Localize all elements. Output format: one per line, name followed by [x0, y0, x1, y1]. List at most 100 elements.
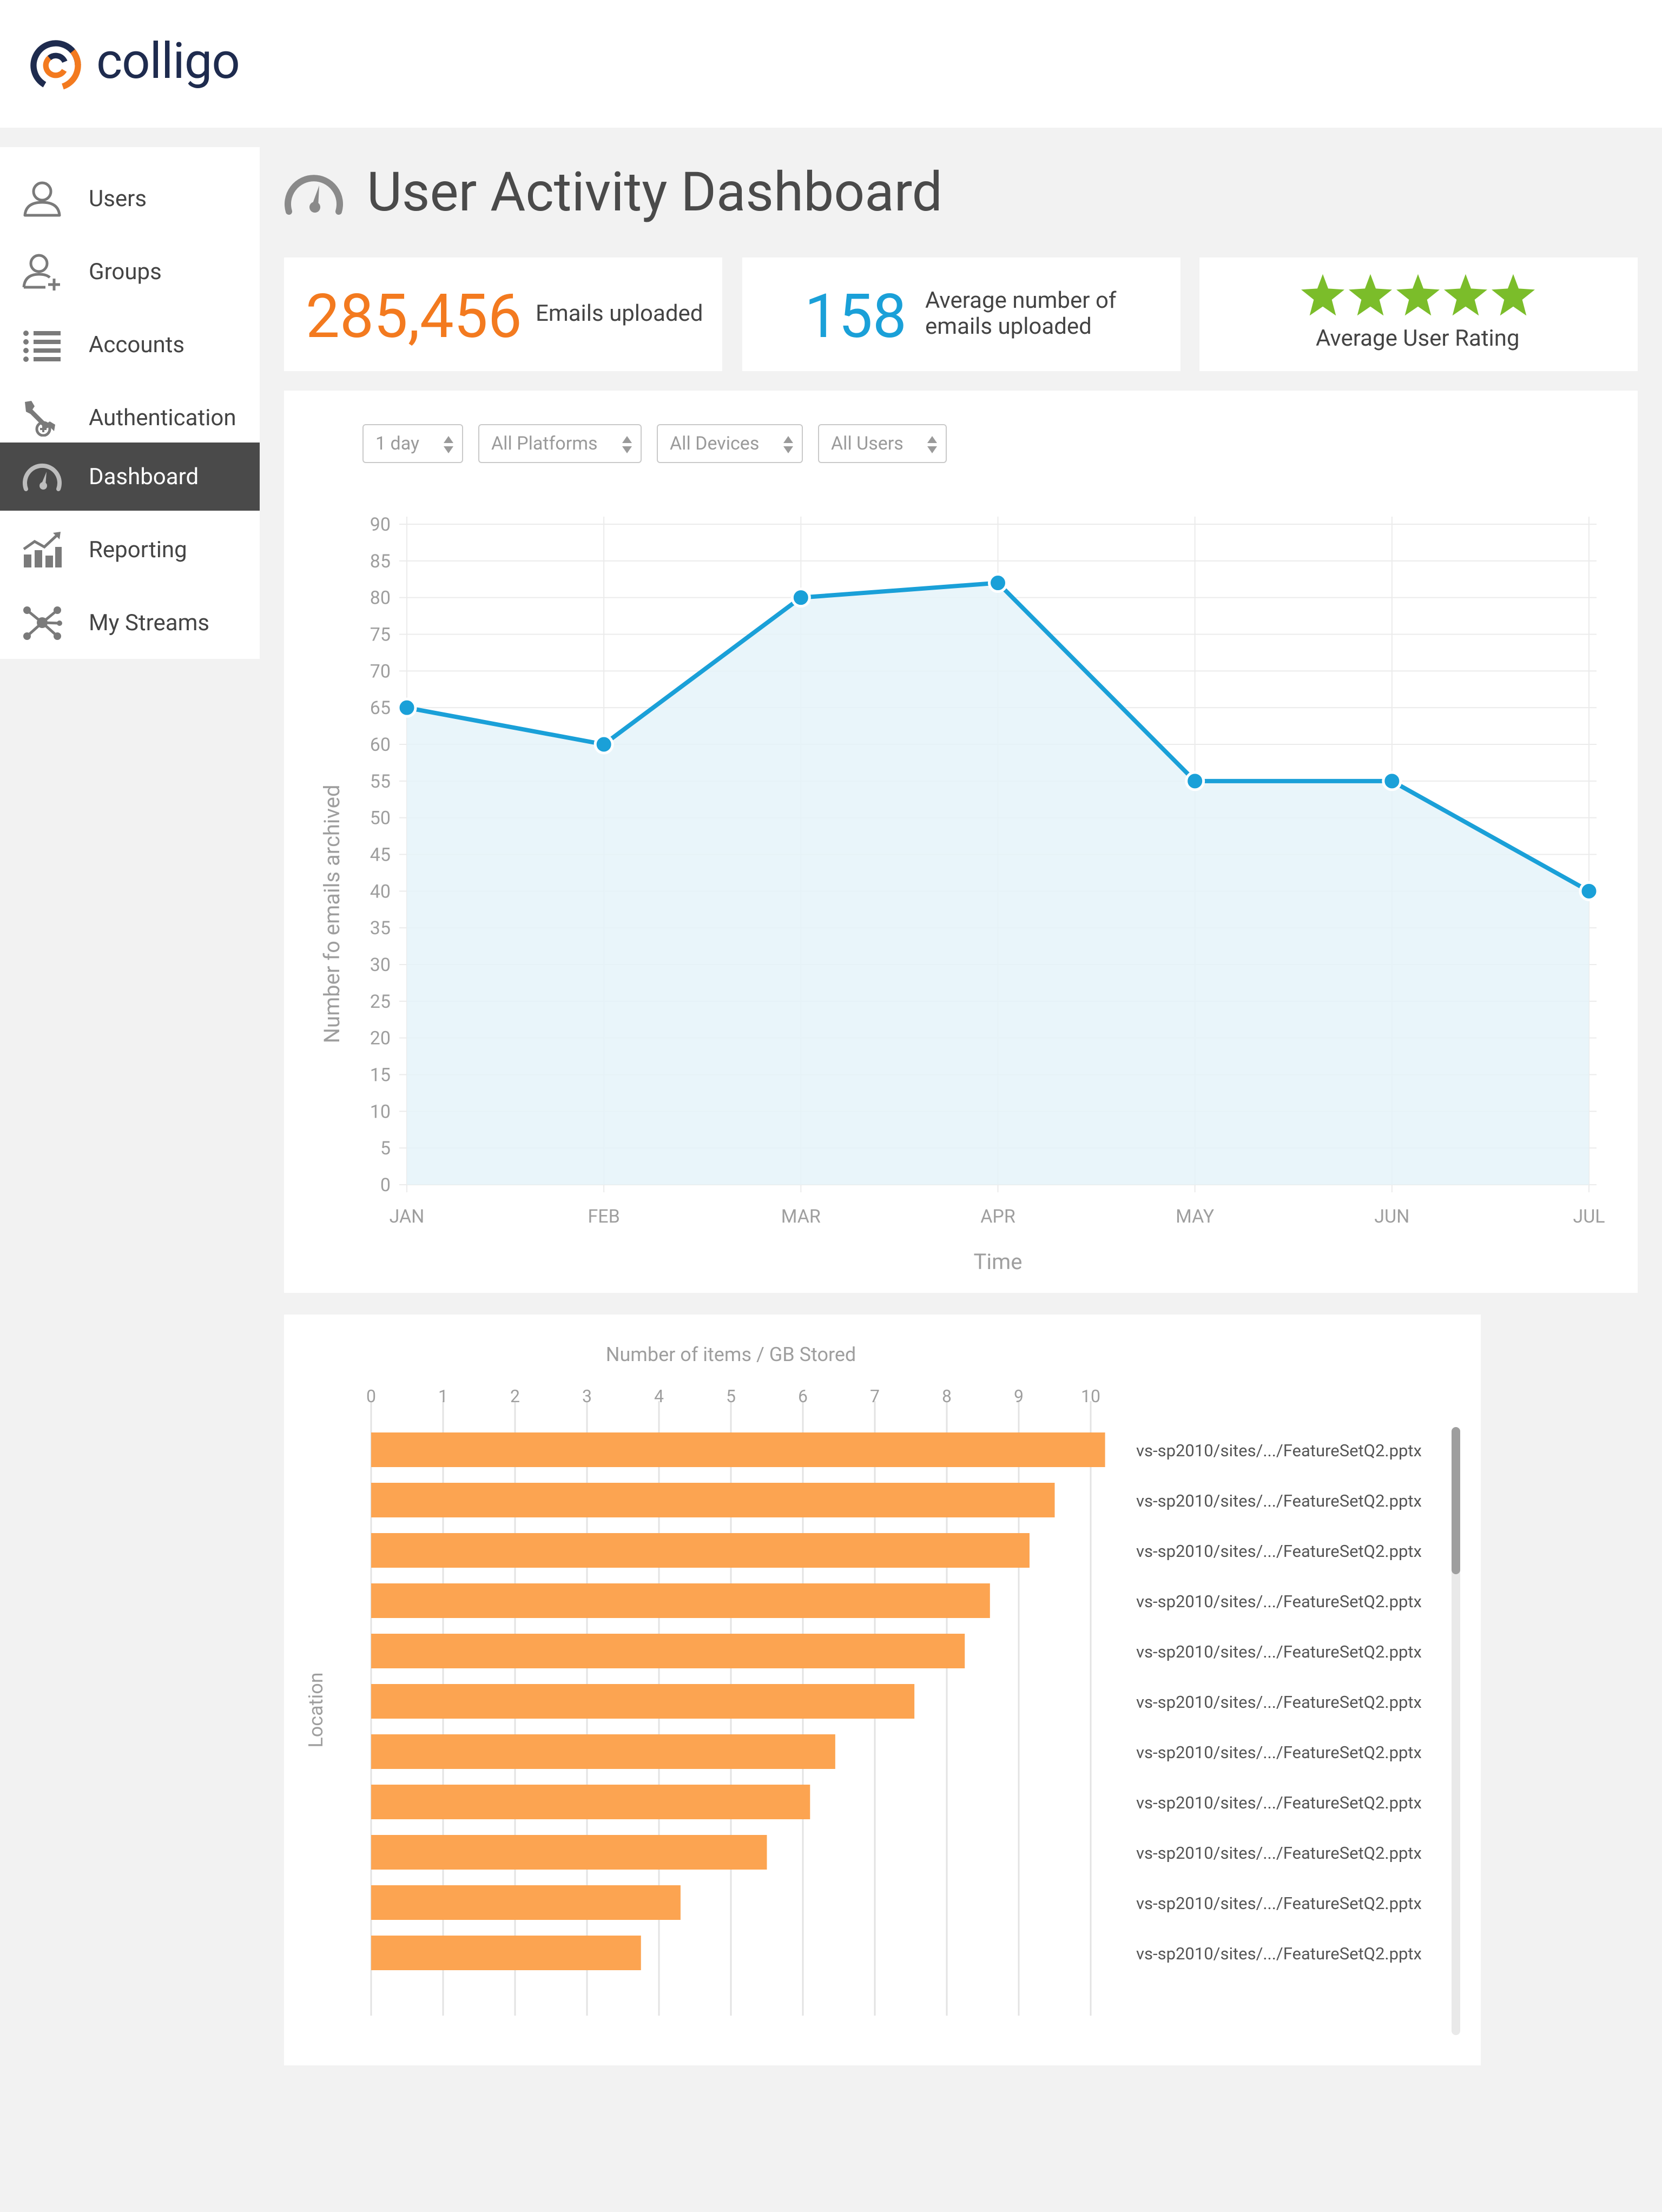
sidebar-item-users[interactable]: Users	[0, 164, 260, 233]
logo-mark-icon	[30, 40, 81, 91]
bar	[371, 1684, 915, 1719]
sidebar: Users Groups Accounts Authentication	[0, 147, 260, 659]
bar-category-label: vs-sp2010/sites/.../FeatureSetQ2.pptx	[1136, 1893, 1422, 1913]
device-select[interactable]: All Devices	[657, 424, 803, 463]
x-tick-label: 7	[870, 1386, 880, 1407]
star-icon	[1444, 274, 1487, 316]
y-tick-label: 30	[370, 954, 391, 976]
area-fill	[407, 583, 1589, 1185]
x-tick-label: JAN	[390, 1206, 425, 1227]
storage-bar-chart: Number of items / GB Stored 0 1 2 3 4 5 6 7 8 9 10 v…	[305, 1343, 1422, 2016]
bar-category-label: vs-sp2010/sites/.../FeatureSetQ2.pptx	[1136, 1592, 1422, 1612]
wrench-icon	[25, 401, 55, 437]
y-tick-label: 70	[370, 661, 391, 682]
bar-category-label: vs-sp2010/sites/.../FeatureSetQ2.pptx	[1136, 1944, 1422, 1964]
add-user-icon	[22, 254, 60, 290]
sidebar-item-my-streams[interactable]: My Streams	[0, 589, 260, 657]
x-tick-label: APR	[980, 1206, 1015, 1227]
bar	[371, 1583, 990, 1618]
bar-category-label: vs-sp2010/sites/.../FeatureSetQ2.pptx	[1136, 1441, 1422, 1461]
emails-uploaded-label: Emails uploaded	[536, 300, 703, 327]
device-value: All Devices	[670, 433, 760, 454]
sidebar-item-reporting[interactable]: Reporting	[0, 516, 260, 584]
stat-card-user-rating: Average User Rating	[1199, 257, 1638, 371]
star-icon	[1301, 274, 1344, 316]
y-tick-label: 90	[370, 514, 391, 536]
colligo-logo[interactable]: colligo	[25, 25, 240, 106]
data-point	[790, 587, 811, 608]
updown-arrows-icon	[783, 436, 793, 453]
chart-title: Number of items / GB Stored	[606, 1343, 856, 1366]
gauge-icon	[285, 175, 343, 215]
data-point	[1382, 771, 1402, 791]
sidebar-item-accounts[interactable]: Accounts	[0, 311, 260, 379]
sidebar-item-groups[interactable]: Groups	[0, 237, 260, 306]
user-icon	[23, 181, 61, 217]
scrollbar-thumb[interactable]	[1452, 1427, 1460, 1574]
y-tick-label: 50	[370, 808, 391, 829]
sidebar-item-dashboard[interactable]: Dashboard	[0, 443, 260, 511]
bar-category-label: vs-sp2010/sites/.../FeatureSetQ2.pptx	[1136, 1843, 1422, 1863]
time-range-select[interactable]: 1 day	[362, 424, 463, 463]
rating-label: Average User Rating	[1316, 325, 1520, 352]
average-emails-value: 158	[804, 281, 907, 352]
bar-category-label: vs-sp2010/sites/.../FeatureSetQ2.pptx	[1136, 1793, 1422, 1813]
y-tick-label: 25	[370, 991, 391, 1013]
y-tick-label: 45	[370, 844, 391, 866]
bar	[371, 1785, 810, 1819]
x-tick-label: MAY	[1176, 1206, 1215, 1227]
y-tick-label: 20	[370, 1028, 391, 1049]
updown-arrows-icon	[444, 436, 453, 453]
sidebar-item-label: Dashboard	[89, 463, 199, 490]
sidebar-item-label: Reporting	[89, 536, 187, 563]
sidebar-item-label: Users	[89, 185, 147, 212]
emails-archived-line-chart: 0 5 10 15 20 25 30 35 40 45 50 55 60 65 70 75 80 85 90 JAN F…	[319, 514, 1605, 1275]
bar-category-label: vs-sp2010/sites/.../FeatureSetQ2.pptx	[1136, 1692, 1422, 1712]
stat-card-average-emails: 158 Average number of emails uploaded	[742, 257, 1180, 371]
y-tick-label: 85	[370, 551, 391, 572]
bar	[371, 1483, 1055, 1517]
sidebar-item-authentication[interactable]: Authentication	[0, 384, 260, 452]
x-tick-label: 3	[582, 1386, 592, 1407]
x-tick-label: 8	[942, 1386, 952, 1407]
y-tick-label: 55	[370, 771, 391, 793]
bar-chart-scrollbar[interactable]	[1452, 1427, 1460, 2035]
chart-icon	[23, 532, 62, 567]
sidebar-item-label: Accounts	[89, 331, 185, 358]
star-icon	[1396, 274, 1440, 316]
time-range-value: 1 day	[375, 433, 420, 454]
platform-select[interactable]: All Platforms	[478, 424, 642, 463]
updown-arrows-icon	[622, 436, 632, 453]
user-select[interactable]: All Users	[818, 424, 947, 463]
x-tick-label: 1	[438, 1386, 448, 1407]
y-tick-label: 75	[370, 624, 391, 646]
data-point	[593, 734, 614, 755]
y-tick-label: 35	[370, 917, 391, 939]
y-tick-label: 40	[370, 881, 391, 902]
x-tick-label: JUL	[1573, 1206, 1605, 1227]
average-emails-label-line2: emails uploaded	[925, 313, 1092, 340]
y-tick-label: 15	[370, 1065, 391, 1086]
data-point	[988, 573, 1008, 593]
y-tick-label: 5	[380, 1138, 391, 1159]
bar	[371, 1835, 767, 1870]
star-icon	[1349, 274, 1392, 316]
y-axis-title: Number fo emails archived	[319, 784, 345, 1043]
bar	[371, 1432, 1105, 1467]
data-point	[1579, 881, 1599, 901]
page-header: User Activity Dashboard	[282, 157, 942, 227]
bar-category-label: vs-sp2010/sites/.../FeatureSetQ2.pptx	[1136, 1742, 1422, 1762]
sidebar-item-label: My Streams	[89, 609, 210, 636]
star-icon	[1492, 274, 1535, 316]
y-tick-label: 80	[370, 587, 391, 609]
list-icon	[23, 331, 61, 362]
x-tick-label: FEB	[588, 1206, 620, 1227]
x-tick-label: 4	[654, 1386, 664, 1407]
bar-category-label: vs-sp2010/sites/.../FeatureSetQ2.pptx	[1136, 1642, 1422, 1662]
y-tick-label: 60	[370, 734, 391, 756]
x-tick-label: 0	[366, 1386, 376, 1407]
sidebar-item-label: Groups	[89, 258, 162, 285]
x-tick-label: 9	[1014, 1386, 1024, 1407]
stat-card-emails-uploaded: 285,456 Emails uploaded	[284, 257, 722, 371]
updown-arrows-icon	[927, 436, 937, 453]
